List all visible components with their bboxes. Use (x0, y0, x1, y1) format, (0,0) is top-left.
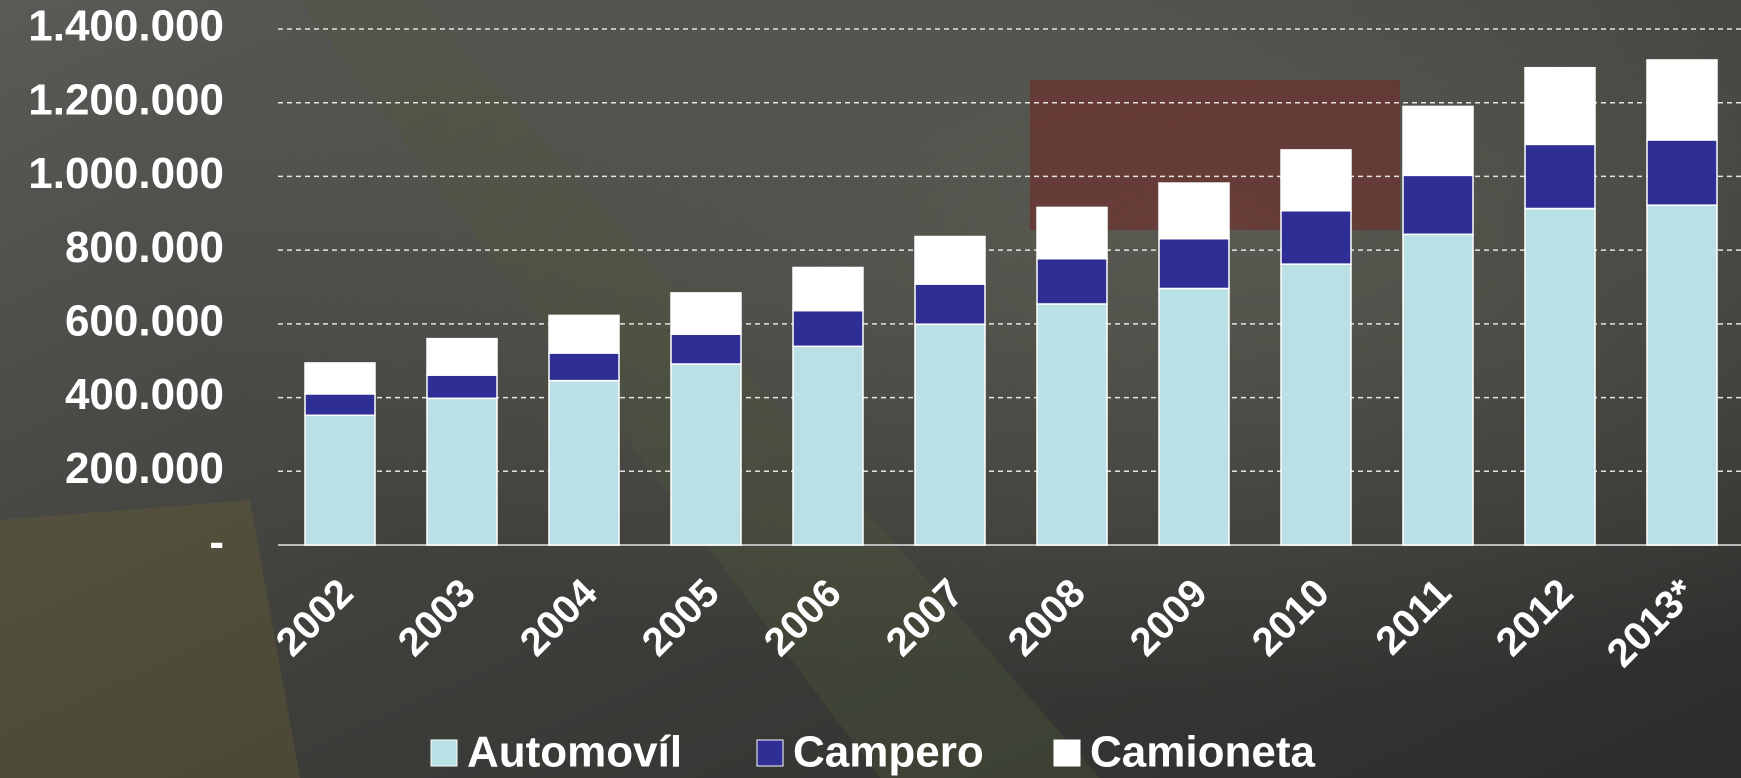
bar-segment (1525, 144, 1595, 208)
bar-segment (1281, 211, 1351, 264)
bar-segment (793, 267, 863, 310)
bar-segment (1647, 140, 1717, 205)
bar-segment (915, 237, 985, 285)
bar-segment (671, 364, 741, 545)
y-tick-label: 800.000 (65, 223, 224, 272)
bar-segment (427, 339, 497, 375)
chart: - 200.000 400.000 600.000 800.000 1.000.000 1.… (0, 0, 1741, 778)
bar-segment (1403, 175, 1473, 234)
bar-segment (427, 398, 497, 545)
bar-segment (1159, 183, 1229, 239)
legend-label: Camioneta (1090, 728, 1315, 777)
bar-segment (671, 293, 741, 334)
bar-segment (305, 363, 375, 394)
bar-segment (793, 346, 863, 545)
y-tick-label: 1.000.000 (28, 149, 224, 198)
bar-segment (915, 324, 985, 545)
y-tick-label: 200.000 (65, 444, 224, 493)
bar-segment (793, 311, 863, 347)
bar-segment (1525, 68, 1595, 145)
bar-segment (549, 381, 619, 545)
bar-segment (671, 334, 741, 364)
bar-segment (1281, 150, 1351, 211)
bar-segment (305, 394, 375, 415)
background-car (0, 500, 300, 778)
legend-label: Automovíl (467, 728, 682, 777)
y-tick-label: 1.200.000 (28, 75, 224, 124)
bar-segment (1525, 208, 1595, 545)
legend-swatch (757, 740, 783, 766)
legend-swatch (431, 740, 457, 766)
y-tick-label: 600.000 (65, 296, 224, 345)
bar-segment (549, 315, 619, 353)
bar-segment (1403, 106, 1473, 175)
bar-segment (1647, 205, 1717, 545)
bar-segment (427, 375, 497, 398)
y-tick-label: 400.000 (65, 370, 224, 419)
bar-segment (1037, 304, 1107, 545)
bar-segment (915, 284, 985, 324)
y-tick-label: 1.400.000 (28, 2, 224, 51)
bar-segment (1647, 60, 1717, 140)
bar-segment (1159, 288, 1229, 545)
legend-swatch (1054, 740, 1080, 766)
bar-segment (1037, 259, 1107, 304)
legend-label: Campero (793, 728, 984, 777)
bar-segment (1159, 239, 1229, 289)
bar-segment (1403, 234, 1473, 545)
bar-segment (1281, 264, 1351, 545)
bar-segment (549, 353, 619, 381)
y-tick-label: - (209, 518, 224, 567)
bar-segment (305, 415, 375, 545)
page: - 200.000 400.000 600.000 800.000 1.000.000 1.… (0, 0, 1741, 778)
bar-segment (1037, 207, 1107, 258)
